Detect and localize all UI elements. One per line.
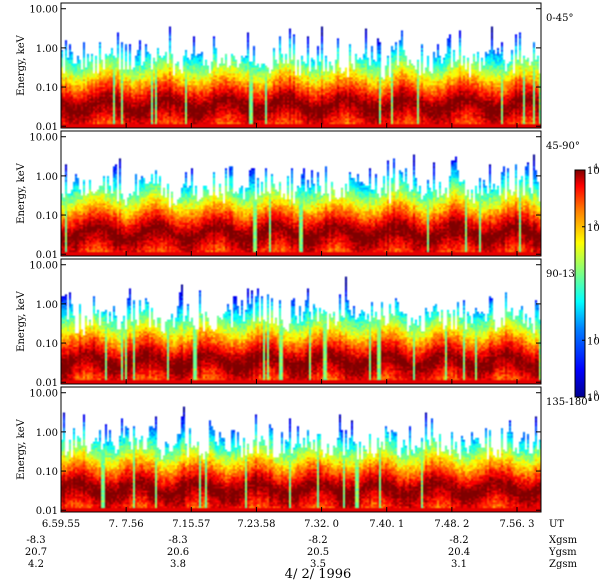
y-tick-label: 10.00 — [29, 133, 58, 144]
colorbar-tick-label: 10 — [587, 223, 600, 234]
x-tick-label: 7. 7.56 — [109, 519, 144, 530]
position-value: -8.2 — [449, 535, 468, 546]
y-axis-label: Energy, keV — [16, 290, 27, 351]
position-row-label: Ygsm — [548, 547, 577, 558]
position-rows: -8.3 -8.3 -8.2 -8.2 Xgsm 20.7 20.6 20.5 20.4 Ygsm… — [25, 535, 578, 570]
pitch-angle-label: 90-135° — [546, 269, 586, 280]
y-axis-label: Energy, keV — [16, 34, 27, 95]
x-tick-label: 6.59.55 — [42, 519, 80, 530]
x-tick-label: 7.56. 3 — [500, 519, 535, 530]
pitch-angle-label: 0-45° — [546, 13, 573, 24]
colorbar-tick-label: 10 — [587, 166, 600, 177]
position-row-label: Xgsm — [549, 535, 578, 546]
colorbar-frame — [574, 169, 586, 398]
y-tick-label: 0.10 — [36, 211, 58, 222]
spectrogram-panel: 0.01 0.10 1.00 10.00 Energy, keV 90-135° — [16, 258, 586, 389]
y-tick-label: 0.10 — [36, 83, 58, 94]
colorbar-tick-exponent: 3 — [594, 220, 598, 228]
position-value: 20.4 — [448, 547, 470, 558]
panel-frame — [60, 130, 542, 257]
position-value: 20.5 — [307, 547, 329, 558]
y-tick-label: 1.00 — [36, 428, 58, 439]
y-tick-label: 1.00 — [36, 300, 58, 311]
spectrogram-heatmap — [61, 259, 541, 384]
position-value: -8.3 — [168, 535, 187, 546]
y-axis-label: Energy, keV — [16, 418, 27, 479]
panel-frame — [60, 2, 542, 129]
position-value: -8.3 — [26, 535, 45, 546]
y-tick-label: 0.01 — [36, 122, 58, 133]
x-tick-label: 7.32. 0 — [304, 519, 339, 530]
spectrogram-panel: 0.01 0.10 1.00 10.00 Energy, keV 135-180° — [16, 386, 593, 517]
y-tick-label: 1.00 — [36, 172, 58, 183]
pitch-angle-label: 135-180° — [546, 397, 593, 408]
time-axis: 6.59.55 7. 7.56 7.15.57 7.23.58 7.32. 0 7.40.… — [42, 123, 564, 530]
time-unit-label: UT — [549, 519, 564, 530]
position-value: 4.2 — [28, 559, 44, 570]
y-tick-label: 10.00 — [29, 389, 58, 400]
y-tick-label: 0.01 — [36, 378, 58, 389]
position-value: 20.7 — [25, 547, 47, 558]
panel-frame — [60, 386, 542, 513]
x-tick-label: 7.23.58 — [237, 519, 275, 530]
y-tick-label: 0.10 — [36, 467, 58, 478]
position-value: 3.1 — [451, 559, 467, 570]
spectrogram-panel: 0.01 0.10 1.00 10.00 Energy, keV 0-45° — [16, 2, 573, 133]
date-label: 4/ 2/ 1996 — [285, 567, 352, 580]
y-tick-label: 1.00 — [36, 44, 58, 55]
spectrogram-panels: 0.01 0.10 1.00 10.00 Energy, keV 0-45° 0.01 0.1… — [16, 2, 593, 517]
spectrogram-panel: 0.01 0.10 1.00 10.00 Energy, keV 45-90° — [16, 130, 580, 261]
spectrogram-heatmap — [61, 131, 541, 256]
x-tick-label: 7.40. 1 — [369, 519, 404, 530]
colorbar-tick-exponent: 1 — [594, 333, 598, 341]
position-value: 3.8 — [170, 559, 186, 570]
y-tick-label: 10.00 — [29, 5, 58, 16]
spectrogram-heatmap — [61, 387, 541, 512]
position-value: 3.5 — [310, 559, 326, 570]
x-tick-label: 7.15.57 — [172, 519, 210, 530]
panel-frame — [60, 258, 542, 385]
spectrogram-heatmap — [61, 3, 541, 128]
colorbar-gradient — [575, 170, 585, 397]
colorbar-tick-exponent: 4 — [594, 163, 599, 171]
pitch-angle-label: 45-90° — [546, 141, 580, 152]
y-axis-label: Energy, keV — [16, 162, 27, 223]
y-tick-label: 0.01 — [36, 250, 58, 261]
position-value: 20.6 — [167, 547, 189, 558]
x-tick-label: 7.48. 2 — [434, 519, 469, 530]
colorbar-tick-exponent: 0 — [594, 390, 598, 398]
colorbar-tick-label: 10 — [587, 393, 600, 404]
position-value: -8.2 — [308, 535, 327, 546]
colorbar-tick-label: 10 — [587, 336, 600, 347]
y-tick-label: 0.10 — [36, 339, 58, 350]
y-tick-label: 10.00 — [29, 261, 58, 272]
position-row-label: Zgsm — [549, 559, 577, 570]
y-tick-label: 0.01 — [36, 506, 58, 517]
